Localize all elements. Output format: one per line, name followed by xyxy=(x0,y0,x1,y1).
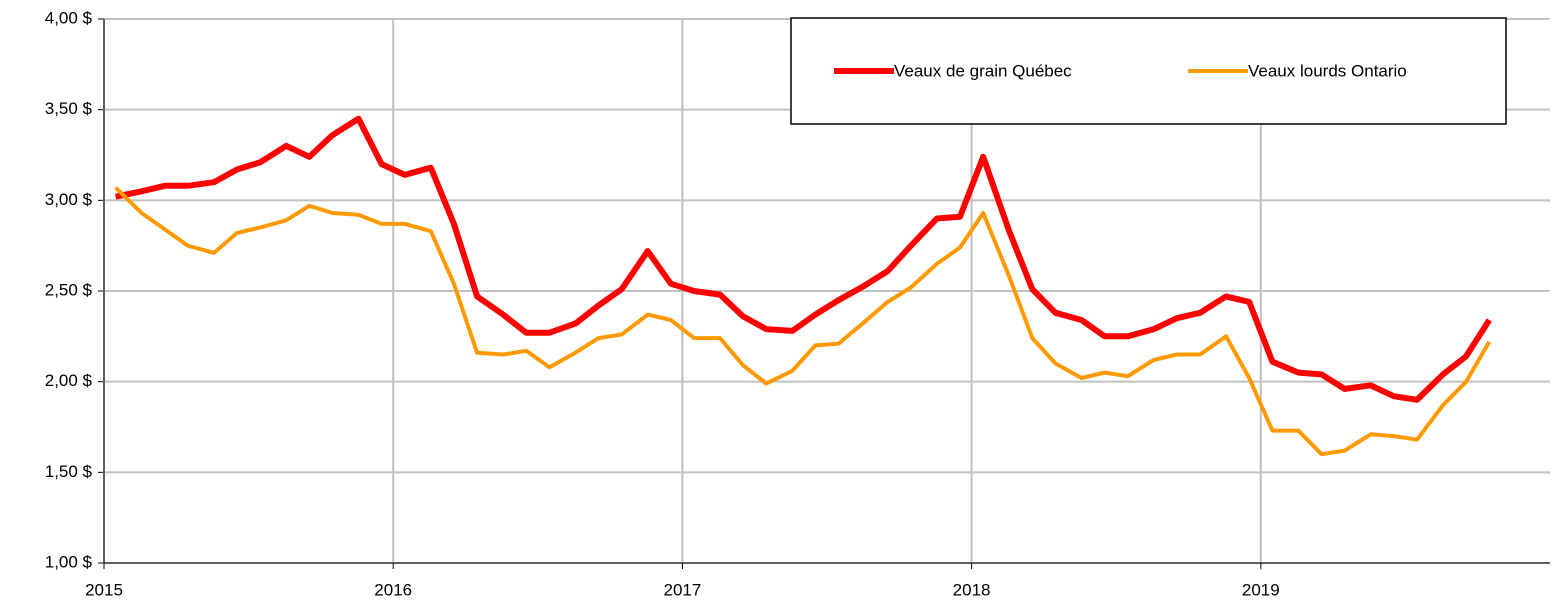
legend-label: Veaux de grain Québec xyxy=(894,61,1072,80)
y-tick-label: 1,00 $ xyxy=(45,552,93,571)
legend-label: Veaux lourds Ontario xyxy=(1248,61,1407,80)
legend-box xyxy=(790,17,1507,125)
x-tick-label: 2016 xyxy=(374,580,412,599)
x-tick-label: 2017 xyxy=(663,580,701,599)
y-tick-label: 3,00 $ xyxy=(45,190,93,209)
x-tick-label: 2018 xyxy=(953,580,991,599)
y-tick-label: 2,00 $ xyxy=(45,371,93,390)
y-tick-label: 3,50 $ xyxy=(45,99,93,118)
legend: Veaux de grain Québec Veaux lourds Ontari… xyxy=(790,17,1507,125)
y-tick-label: 4,00 $ xyxy=(45,8,93,27)
x-tick-label: 2015 xyxy=(85,580,123,599)
y-tick-label: 1,50 $ xyxy=(45,462,93,481)
series-line xyxy=(114,115,1492,403)
y-tick-label: 2,50 $ xyxy=(45,280,93,299)
x-tick-label: 2019 xyxy=(1242,580,1280,599)
series-line xyxy=(114,186,1492,457)
